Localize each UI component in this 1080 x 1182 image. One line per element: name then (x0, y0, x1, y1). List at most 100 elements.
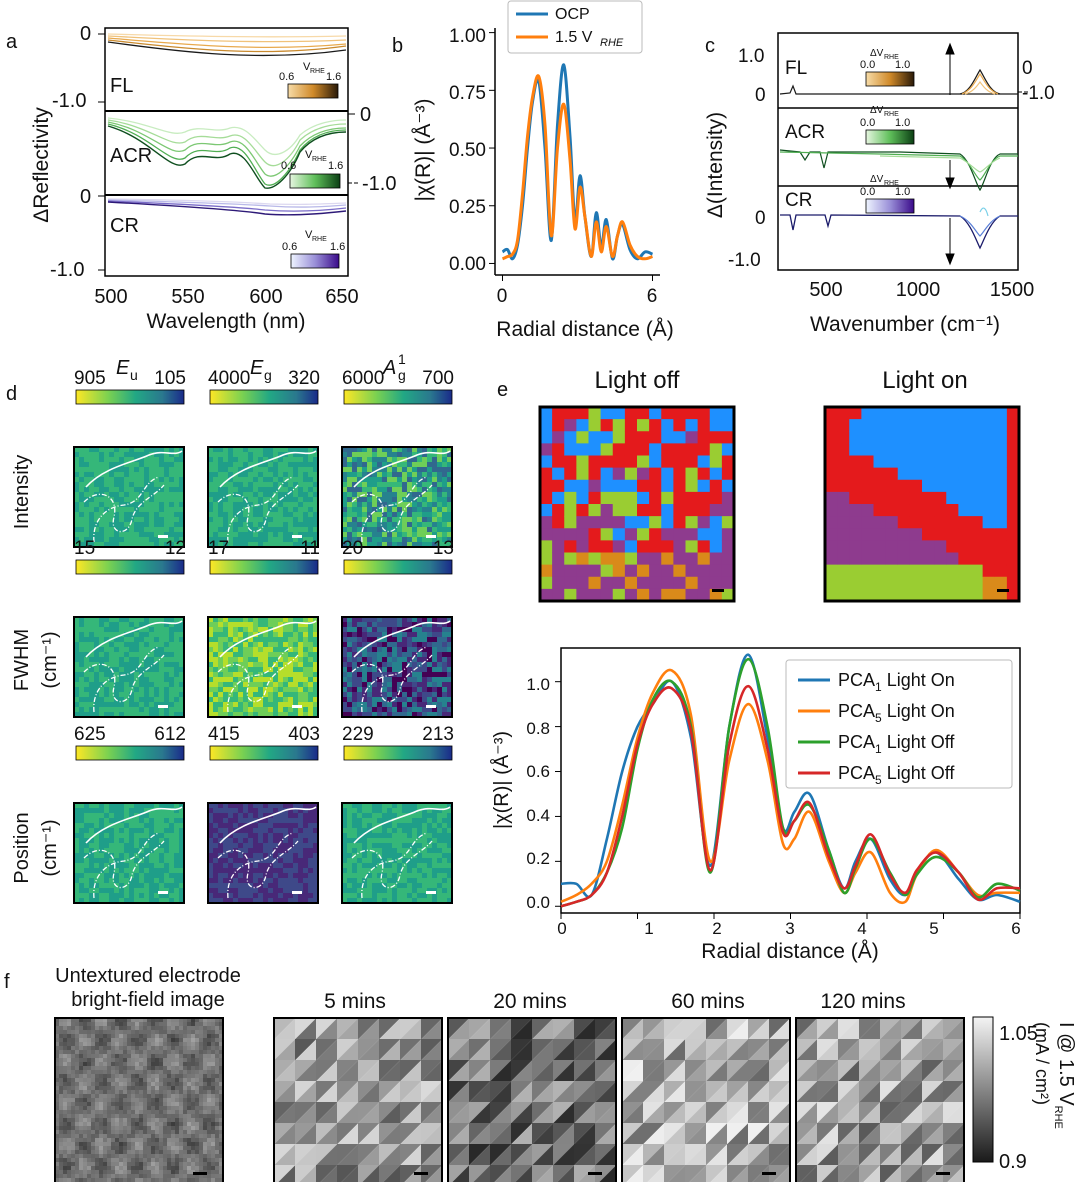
map-pixel (144, 662, 150, 668)
map-pixel (74, 813, 80, 819)
map-pixel (174, 502, 180, 508)
map-pixel (129, 682, 135, 688)
map-pixel (342, 808, 348, 814)
map-pixel (89, 637, 95, 643)
map-pixel (412, 677, 418, 683)
cluster-map-light-on (823, 405, 1021, 603)
map-pixel (119, 803, 125, 809)
map-pixel (352, 657, 358, 663)
image-pixel (75, 1082, 80, 1087)
cluster-pixel (588, 479, 602, 493)
map-pixel (437, 868, 443, 874)
map-pixel (233, 507, 239, 513)
map-pixel (258, 803, 264, 809)
image-pixel (67, 1046, 72, 1051)
map-pixel (298, 848, 304, 854)
cluster-pixel (873, 431, 887, 444)
map-pixel (303, 868, 309, 874)
map-pixel (228, 828, 234, 834)
map-pixel (298, 487, 304, 493)
cluster-pixel (934, 419, 947, 432)
map-pixel (367, 537, 373, 543)
map-pixel (427, 622, 433, 628)
map-pixel (273, 462, 279, 468)
map-pixel (442, 677, 448, 683)
map-pixel (149, 487, 155, 493)
image-pixel (75, 1042, 80, 1047)
map-pixel (293, 823, 299, 829)
map-pixel (432, 642, 438, 648)
map-pixel (74, 632, 80, 638)
cluster-pixel (837, 552, 850, 566)
map-pixel (308, 657, 314, 663)
map-pixel (74, 823, 80, 829)
map-pixel (387, 868, 393, 874)
map-pixel (427, 502, 433, 508)
map-pixel (109, 697, 115, 703)
map-pixel (372, 677, 378, 683)
cluster-pixel (685, 564, 699, 578)
map-pixel (124, 692, 130, 698)
map-pixel (99, 497, 105, 503)
map-pixel (99, 682, 105, 688)
map-pixel (352, 637, 358, 643)
map-pixel (392, 517, 398, 523)
map-pixel (164, 813, 170, 819)
map-pixel (397, 858, 403, 864)
map-pixel (293, 487, 299, 493)
map-pixel (164, 833, 170, 839)
map-pixel (407, 667, 413, 673)
image-pixel (67, 1090, 72, 1095)
map-pixel (129, 617, 135, 623)
y-tick: 0.4 (526, 806, 550, 825)
map-pixel (253, 803, 259, 809)
map-pixel (119, 457, 125, 463)
map-pixel (139, 632, 145, 638)
map-pixel (149, 447, 155, 453)
cluster-pixel (849, 588, 862, 602)
map-pixel (238, 858, 244, 864)
map-pixel (303, 627, 309, 633)
map-pixel (174, 477, 180, 483)
cluster-pixel (685, 516, 699, 529)
map-pixel (238, 492, 244, 498)
map-pixel (99, 462, 105, 468)
image-pixel (67, 1174, 72, 1179)
map-pixel (253, 527, 259, 533)
map-pixel (392, 637, 398, 643)
map-pixel (139, 682, 145, 688)
map-pixel (89, 898, 95, 904)
map-pixel (442, 667, 448, 673)
map-pixel (218, 652, 224, 658)
image-pixel (71, 1022, 76, 1027)
image-pixel (55, 1098, 60, 1103)
map-pixel (268, 843, 274, 849)
map-pixel (293, 702, 299, 708)
map-pixel (139, 492, 145, 498)
map-pixel (377, 873, 383, 879)
map-pixel (109, 883, 115, 889)
map-pixel (402, 537, 408, 543)
map-pixel (402, 818, 408, 824)
cluster-pixel (709, 431, 723, 444)
map-pixel (273, 803, 279, 809)
image-pixel (75, 1162, 80, 1167)
cluster-pixel (994, 504, 1008, 517)
map-pixel (144, 888, 150, 894)
map-pixel (402, 888, 408, 894)
cluster-pixel (600, 504, 614, 517)
map-pixel (427, 828, 433, 834)
cluster-pixel (612, 552, 626, 566)
map-pixel (84, 888, 90, 894)
image-pixel (71, 1058, 76, 1063)
map-pixel (442, 712, 448, 718)
map-pixel (104, 893, 110, 899)
cluster-pixel (552, 431, 565, 444)
image-pixel (55, 1138, 60, 1143)
colorbar-min: 625 (74, 724, 106, 745)
map-pixel (278, 677, 284, 683)
map-pixel (447, 492, 453, 498)
map-pixel (263, 888, 269, 894)
map-pixel (124, 878, 130, 884)
map-pixel (84, 487, 90, 493)
